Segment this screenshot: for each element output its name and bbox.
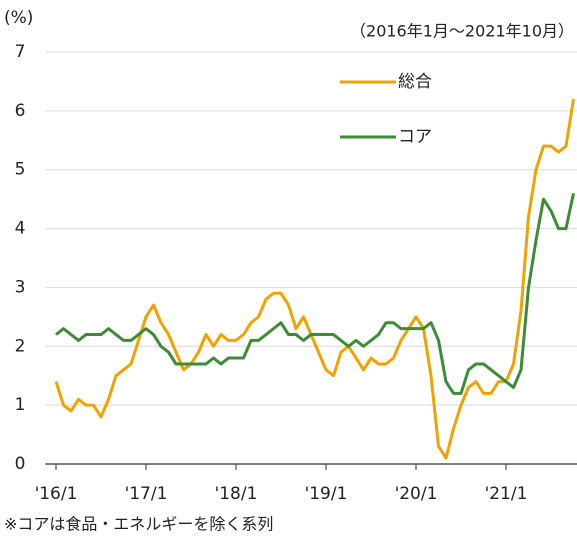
series-line (54, 98, 575, 460)
y-tick-label: 0 (15, 454, 26, 474)
legend-label: 総合 (398, 72, 432, 92)
x-tick-label: '20/1 (395, 484, 438, 504)
y-unit: (%) (4, 8, 33, 28)
x-tick-label: '16/1 (35, 484, 78, 504)
y-tick-label: 7 (15, 42, 26, 62)
x-tick-label: '19/1 (305, 484, 348, 504)
y-tick-label: 3 (15, 277, 26, 297)
x-tick-label: '21/1 (485, 484, 528, 504)
y-tick-label: 2 (15, 336, 26, 356)
footnote: ※コアは食品・エネルギーを除く系列 (4, 515, 273, 534)
x-tick-label: '18/1 (215, 484, 258, 504)
legend-label: コア (398, 127, 432, 147)
y-tick-label: 5 (15, 160, 26, 180)
series-line (55, 192, 575, 395)
x-tick-label: '17/1 (125, 484, 168, 504)
y-tick-label: 6 (15, 101, 26, 121)
subtitle: （2016年1月～2021年10月） (350, 22, 574, 41)
y-tick-label: 4 (15, 219, 26, 239)
y-tick-label: 1 (15, 395, 26, 415)
